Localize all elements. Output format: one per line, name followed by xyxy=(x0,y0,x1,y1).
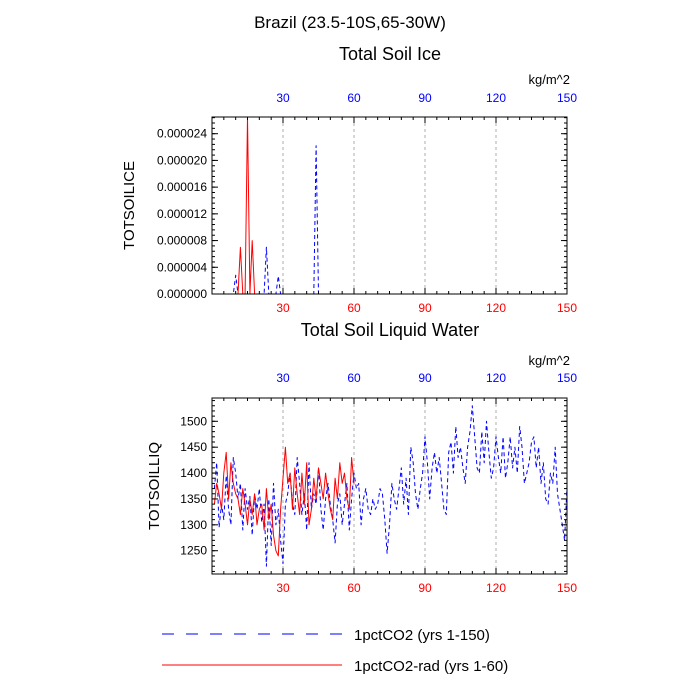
x-tick-label-bottom: 90 xyxy=(418,581,432,595)
x-tick-label-top: 120 xyxy=(486,91,506,105)
chart-panel-total-soil-ice: Total Soil Ice kg/m^2 TOTSOILICE 30 30 60 60 90… xyxy=(121,44,577,315)
y-tick-label: 0.000020 xyxy=(157,153,207,167)
chart-panel-total-soil-liquid-water: Total Soil Liquid Water kg/m^2 TOTSOILLIQ 3… xyxy=(146,320,577,595)
x-tick-label-top: 60 xyxy=(347,91,361,105)
y-tick-label: 0.000000 xyxy=(157,287,207,301)
x-tick-label-top: 90 xyxy=(418,371,432,385)
y-tick-label: 0.000016 xyxy=(157,180,207,194)
x-tick-label-bottom: 120 xyxy=(486,581,506,595)
x-tick-label-bottom: 30 xyxy=(276,581,290,595)
x-tick-label-bottom: 150 xyxy=(557,581,577,595)
y-axis-label: TOTSOILLIQ xyxy=(146,442,163,530)
y-tick-label: 1500 xyxy=(180,414,207,428)
y-tick-label: 1450 xyxy=(180,440,207,454)
y-axis-label: TOTSOILICE xyxy=(121,161,138,250)
legend-label-1pctco2-rad: 1pctCO2-rad (yrs 1-60) xyxy=(354,658,508,675)
plot-frame xyxy=(211,116,568,295)
x-tick-label-bottom: 150 xyxy=(557,301,577,315)
chart-title: Total Soil Liquid Water xyxy=(301,320,479,340)
x-tick-label-bottom: 120 xyxy=(486,301,506,315)
legend: 1pctCO2 (yrs 1-150) 1pctCO2-rad (yrs 1-6… xyxy=(162,627,508,675)
x-tick-label-bottom: 90 xyxy=(418,301,432,315)
series-line-1pctco2 xyxy=(214,145,567,295)
x-tick-label-top: 150 xyxy=(557,91,577,105)
x-tick-label-top: 90 xyxy=(418,91,432,105)
series-line-1pctco2-rad xyxy=(214,116,354,295)
x-tick-label-top: 30 xyxy=(276,91,290,105)
series-line-1pctco2-rad xyxy=(213,446,355,557)
y-tick-label: 1350 xyxy=(180,492,207,506)
y-tick-label: 1300 xyxy=(180,518,207,532)
unit-label: kg/m^2 xyxy=(528,72,570,87)
x-tick-label-bottom: 30 xyxy=(276,301,290,315)
y-tick-label: 1250 xyxy=(180,544,207,558)
unit-label: kg/m^2 xyxy=(528,353,570,368)
y-tick-label: 0.000008 xyxy=(157,234,207,248)
figure-title: Brazil (23.5-10S,65-30W) xyxy=(254,13,446,32)
x-tick-label-top: 150 xyxy=(557,371,577,385)
y-tick-label: 1400 xyxy=(180,466,207,480)
legend-label-1pctco2: 1pctCO2 (yrs 1-150) xyxy=(354,627,490,644)
x-tick-label-top: 60 xyxy=(347,371,361,385)
series-line-1pctco2 xyxy=(213,405,568,567)
x-tick-label-top: 120 xyxy=(486,371,506,385)
chart-title: Total Soil Ice xyxy=(339,44,441,64)
y-tick-label: 0.000012 xyxy=(157,207,207,221)
x-tick-label-top: 30 xyxy=(276,371,290,385)
y-tick-label: 0.000024 xyxy=(157,127,207,141)
x-tick-label-bottom: 60 xyxy=(347,581,361,595)
x-tick-label-bottom: 60 xyxy=(347,301,361,315)
y-tick-label: 0.000004 xyxy=(157,260,207,274)
